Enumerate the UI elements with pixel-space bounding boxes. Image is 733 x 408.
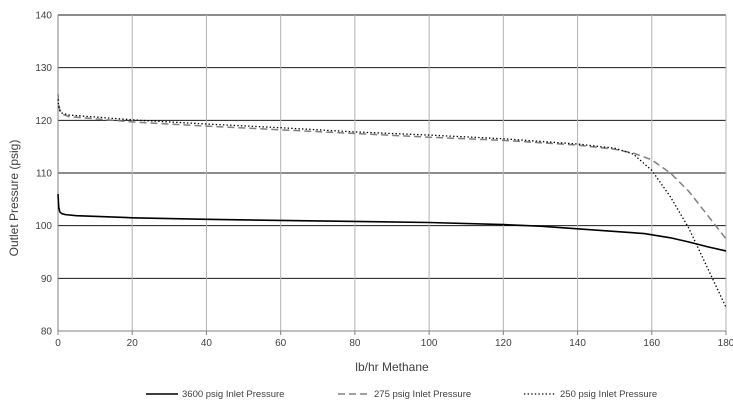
x-tick-label: 120: [495, 338, 512, 349]
series-line: [57, 93, 727, 240]
y-tick-label: 110: [36, 169, 52, 180]
y-axis-ticks: 80 90 100 110 120 130 140: [35, 11, 52, 338]
x-tick-label: 0: [55, 338, 61, 349]
y-tick-label: 130: [35, 63, 52, 74]
y-tick-label: 80: [41, 327, 53, 338]
y-tick-label: 100: [35, 221, 52, 232]
x-tick-label: 40: [201, 338, 213, 349]
x-tick-label: 80: [349, 338, 361, 349]
x-axis-title: lb/hr Methane: [355, 360, 429, 374]
x-axis-ticks: 0 20 40 60 80 100 120 140 160 180: [55, 338, 733, 349]
legend-label: 3600 psig Inlet Pressure: [182, 389, 284, 400]
series-line: [57, 194, 727, 252]
x-tick-label: 160: [643, 338, 660, 349]
x-tick-label: 180: [718, 338, 733, 349]
series-line: [57, 99, 727, 308]
y-axis-title: Outlet Pressure (psig): [7, 140, 21, 257]
x-tick-label: 60: [275, 338, 287, 349]
y-tick-label: 140: [35, 11, 52, 22]
gridlines: [57, 14, 727, 332]
y-tick-label: 120: [35, 116, 52, 127]
x-tick-label: 100: [421, 338, 438, 349]
legend-label: 275 psig Inlet Pressure: [374, 389, 471, 400]
y-tick-label: 90: [41, 274, 53, 285]
x-tick-label: 140: [569, 338, 586, 349]
legend: 3600 psig Inlet Pressure 275 psig Inlet P…: [146, 389, 657, 400]
axes: [57, 15, 727, 335]
x-tick-label: 20: [127, 338, 139, 349]
legend-label: 250 psig Inlet Pressure: [560, 389, 657, 400]
series-lines: [57, 93, 727, 308]
